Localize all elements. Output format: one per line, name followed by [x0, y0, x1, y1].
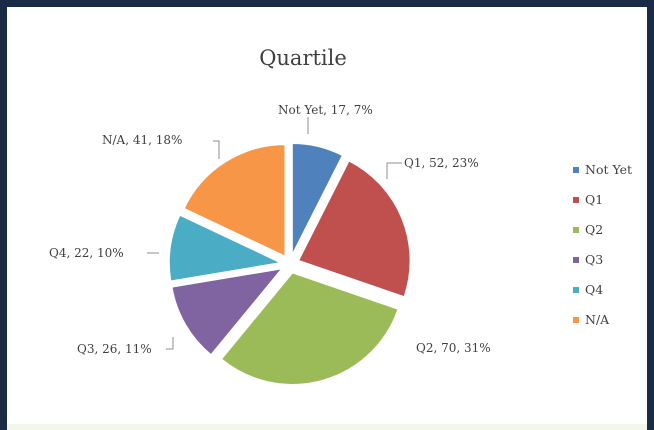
legend-label: Q2	[585, 222, 603, 237]
leader-line	[213, 140, 220, 159]
chart-title: Quartile	[259, 46, 347, 70]
legend-label: Not Yet	[585, 162, 632, 177]
legend-item[interactable]: Q1	[573, 192, 603, 207]
legend-label: Q3	[585, 252, 603, 267]
legend-swatch	[573, 257, 579, 263]
legend-swatch	[573, 197, 579, 203]
legend-item[interactable]: Q3	[573, 252, 603, 267]
legend-swatch	[573, 287, 579, 293]
legend-swatch	[573, 167, 579, 173]
leader-line	[386, 162, 402, 179]
data-label: Q1, 52, 23%	[404, 156, 479, 170]
data-labels: Not Yet, 17, 7% Q1, 52, 23% Q2, 70, 31% Q3,…	[49, 103, 491, 356]
data-label: Not Yet, 17, 7%	[278, 103, 373, 117]
legend-swatch	[573, 227, 579, 233]
pie-chart: Quartile Not Yet, 17, 7% Q1, 52, 23% Q2, 7…	[49, 46, 632, 386]
leader-line	[166, 337, 174, 350]
legend[interactable]: Not Yet Q1 Q2 Q3 Q4 N/A	[573, 162, 632, 327]
legend-item[interactable]: N/A	[573, 312, 610, 327]
pie-slice-q1[interactable]	[297, 159, 412, 298]
pie-slice-not-yet[interactable]	[291, 142, 344, 256]
legend-label: Q4	[585, 282, 603, 297]
legend-item[interactable]: Q2	[573, 222, 603, 237]
pie-slice-n-a[interactable]	[182, 143, 286, 258]
legend-label: Q1	[585, 192, 603, 207]
pie-slice-q3[interactable]	[170, 267, 285, 357]
pie-slice-q2[interactable]	[220, 271, 400, 386]
data-label: Q2, 70, 31%	[416, 341, 491, 355]
legend-label: N/A	[585, 312, 610, 327]
chart-panel: Quartile Not Yet, 17, 7% Q1, 52, 23% Q2, 7…	[7, 7, 647, 430]
data-label: N/A, 41, 18%	[102, 133, 182, 147]
data-label: Q3, 26, 11%	[77, 342, 152, 356]
pie-slice-q4[interactable]	[168, 213, 284, 283]
legend-item[interactable]: Q4	[573, 282, 603, 297]
pie-slices	[168, 142, 412, 386]
legend-item[interactable]: Not Yet	[573, 162, 632, 177]
data-label: Q4, 22, 10%	[49, 246, 124, 260]
label-leader-lines	[147, 117, 402, 350]
legend-swatch	[573, 317, 579, 323]
